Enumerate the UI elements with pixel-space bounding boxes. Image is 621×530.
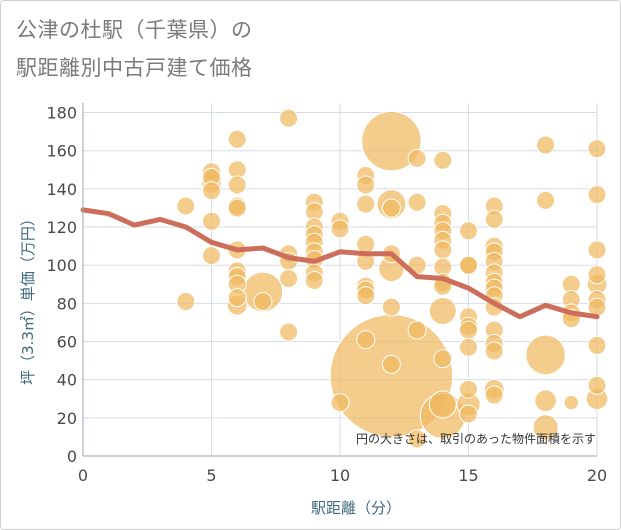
y-tick-label: 120 [46, 218, 77, 237]
data-bubble [459, 404, 478, 424]
bubble-layer [176, 108, 609, 449]
data-bubble [433, 150, 453, 170]
trend-line [80, 207, 600, 320]
data-bubble [587, 139, 607, 159]
data-bubble [227, 288, 247, 308]
data-bubble [407, 320, 427, 340]
data-bubble [330, 393, 350, 413]
y-tick-label: 140 [46, 180, 77, 199]
data-bubble [227, 175, 247, 195]
data-bubble [407, 429, 427, 449]
data-bubble [279, 269, 299, 289]
data-bubble [534, 389, 557, 412]
data-bubble [433, 349, 453, 369]
data-bubble [459, 255, 478, 275]
data-bubble [587, 335, 607, 355]
data-bubble [356, 194, 376, 214]
data-bubble [356, 175, 376, 195]
data-bubble [202, 211, 221, 231]
data-bubble [356, 330, 376, 350]
data-bubble [176, 196, 196, 216]
y-tick-label: 100 [46, 256, 77, 275]
data-bubble [587, 185, 607, 205]
y-tick-label: 160 [46, 142, 77, 161]
data-bubble [459, 379, 478, 399]
y-tick-label: 80 [57, 294, 77, 313]
y-tick-label: 0 [67, 447, 77, 466]
data-bubble [381, 198, 401, 218]
data-bubble [587, 240, 607, 260]
data-bubble [361, 110, 422, 172]
data-bubble [407, 192, 427, 212]
data-bubble [279, 108, 299, 128]
y-tick-label: 40 [57, 371, 77, 390]
data-bubble [428, 296, 457, 325]
data-bubble [459, 320, 478, 340]
data-bubble [279, 322, 299, 342]
data-bubble [563, 394, 579, 411]
data-bubble [459, 337, 478, 357]
data-bubble [356, 234, 376, 254]
size-note: 円の大きさは、取引のあった物件面積を示す [356, 431, 596, 446]
trend-layer [80, 207, 600, 320]
data-bubble [532, 414, 559, 441]
data-bubble [330, 219, 350, 239]
data-bubble [587, 375, 607, 395]
data-bubble [227, 129, 247, 149]
chart-title-line2: 駅距離別中古戸建て価格 [16, 56, 253, 80]
data-bubble [433, 240, 453, 260]
data-bubble [484, 209, 504, 229]
data-bubble [356, 286, 376, 306]
data-bubble [587, 265, 607, 285]
data-bubble [459, 221, 478, 241]
x-axis-title: 駅距離（分） [311, 499, 401, 517]
y-tick-label: 180 [46, 104, 77, 123]
data-bubble [253, 291, 273, 311]
data-bubble [536, 190, 556, 210]
y-axis-title: 坪（3.3㎡）単価（万円） [19, 211, 37, 385]
data-bubble [381, 297, 401, 317]
data-bubble [428, 390, 457, 419]
x-tick-label: 15 [458, 466, 478, 485]
x-tick-label: 10 [330, 466, 350, 485]
data-bubble [304, 270, 324, 290]
data-bubble [176, 291, 196, 311]
data-bubble [407, 148, 427, 168]
y-tick-label: 20 [57, 409, 77, 428]
y-tick-label: 60 [57, 333, 77, 352]
data-bubble [484, 341, 504, 361]
data-bubble [484, 385, 504, 405]
data-bubble [202, 246, 221, 266]
x-tick-label: 20 [587, 466, 607, 485]
chart-title-line1: 公津の杜駅（千葉県）の [16, 18, 253, 42]
data-bubble [525, 334, 566, 376]
data-bubble [536, 135, 556, 155]
data-bubble [227, 198, 247, 218]
data-bubble [202, 181, 221, 201]
x-tick-label: 0 [78, 466, 88, 485]
data-bubble [381, 354, 401, 374]
axes: 0 20 40 60 80 100 120 140 160 180 0 5 10 15 20 [46, 103, 607, 485]
x-tick-label: 5 [206, 466, 216, 485]
